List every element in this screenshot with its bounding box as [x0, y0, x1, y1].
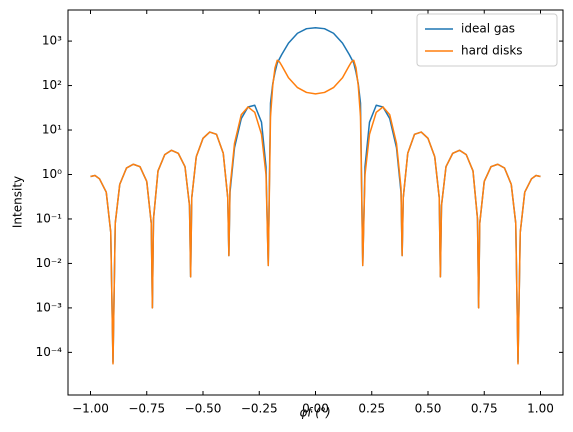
- legend-label: hard disks: [461, 44, 523, 58]
- x-tick-label: 0.25: [358, 402, 385, 416]
- legend-box: [416, 13, 558, 67]
- x-tick-label: 0.75: [471, 402, 498, 416]
- y-axis-label: Intensity: [11, 176, 25, 228]
- x-tick-label: 0.00: [302, 402, 329, 416]
- x-tick-label: −0.75: [128, 402, 165, 416]
- x-tick-label: −1.00: [72, 402, 109, 416]
- y-tick-label: 10²: [42, 78, 62, 92]
- y-tick-label: 10⁻¹: [36, 211, 63, 225]
- y-tick-label: 10¹: [42, 123, 62, 137]
- y-tick-label: 10⁻²: [36, 256, 63, 270]
- plot-frame: [67, 9, 564, 396]
- y-tick-label: 10⁰: [42, 167, 62, 181]
- y-tick-label: 10⁻³: [36, 300, 63, 314]
- x-tick-label: 1.00: [527, 402, 554, 416]
- series-line: [90, 26, 541, 363]
- x-axis-label: φf (°): [299, 406, 330, 420]
- series-line: [90, 59, 541, 365]
- x-tick-label: 0.50: [415, 402, 442, 416]
- y-tick-label: 10³: [42, 34, 62, 48]
- legend-label: ideal gas: [461, 22, 515, 36]
- y-tick-label: 10⁻⁴: [36, 345, 63, 359]
- x-tick-label: −0.50: [185, 402, 222, 416]
- x-tick-label: −0.25: [241, 402, 278, 416]
